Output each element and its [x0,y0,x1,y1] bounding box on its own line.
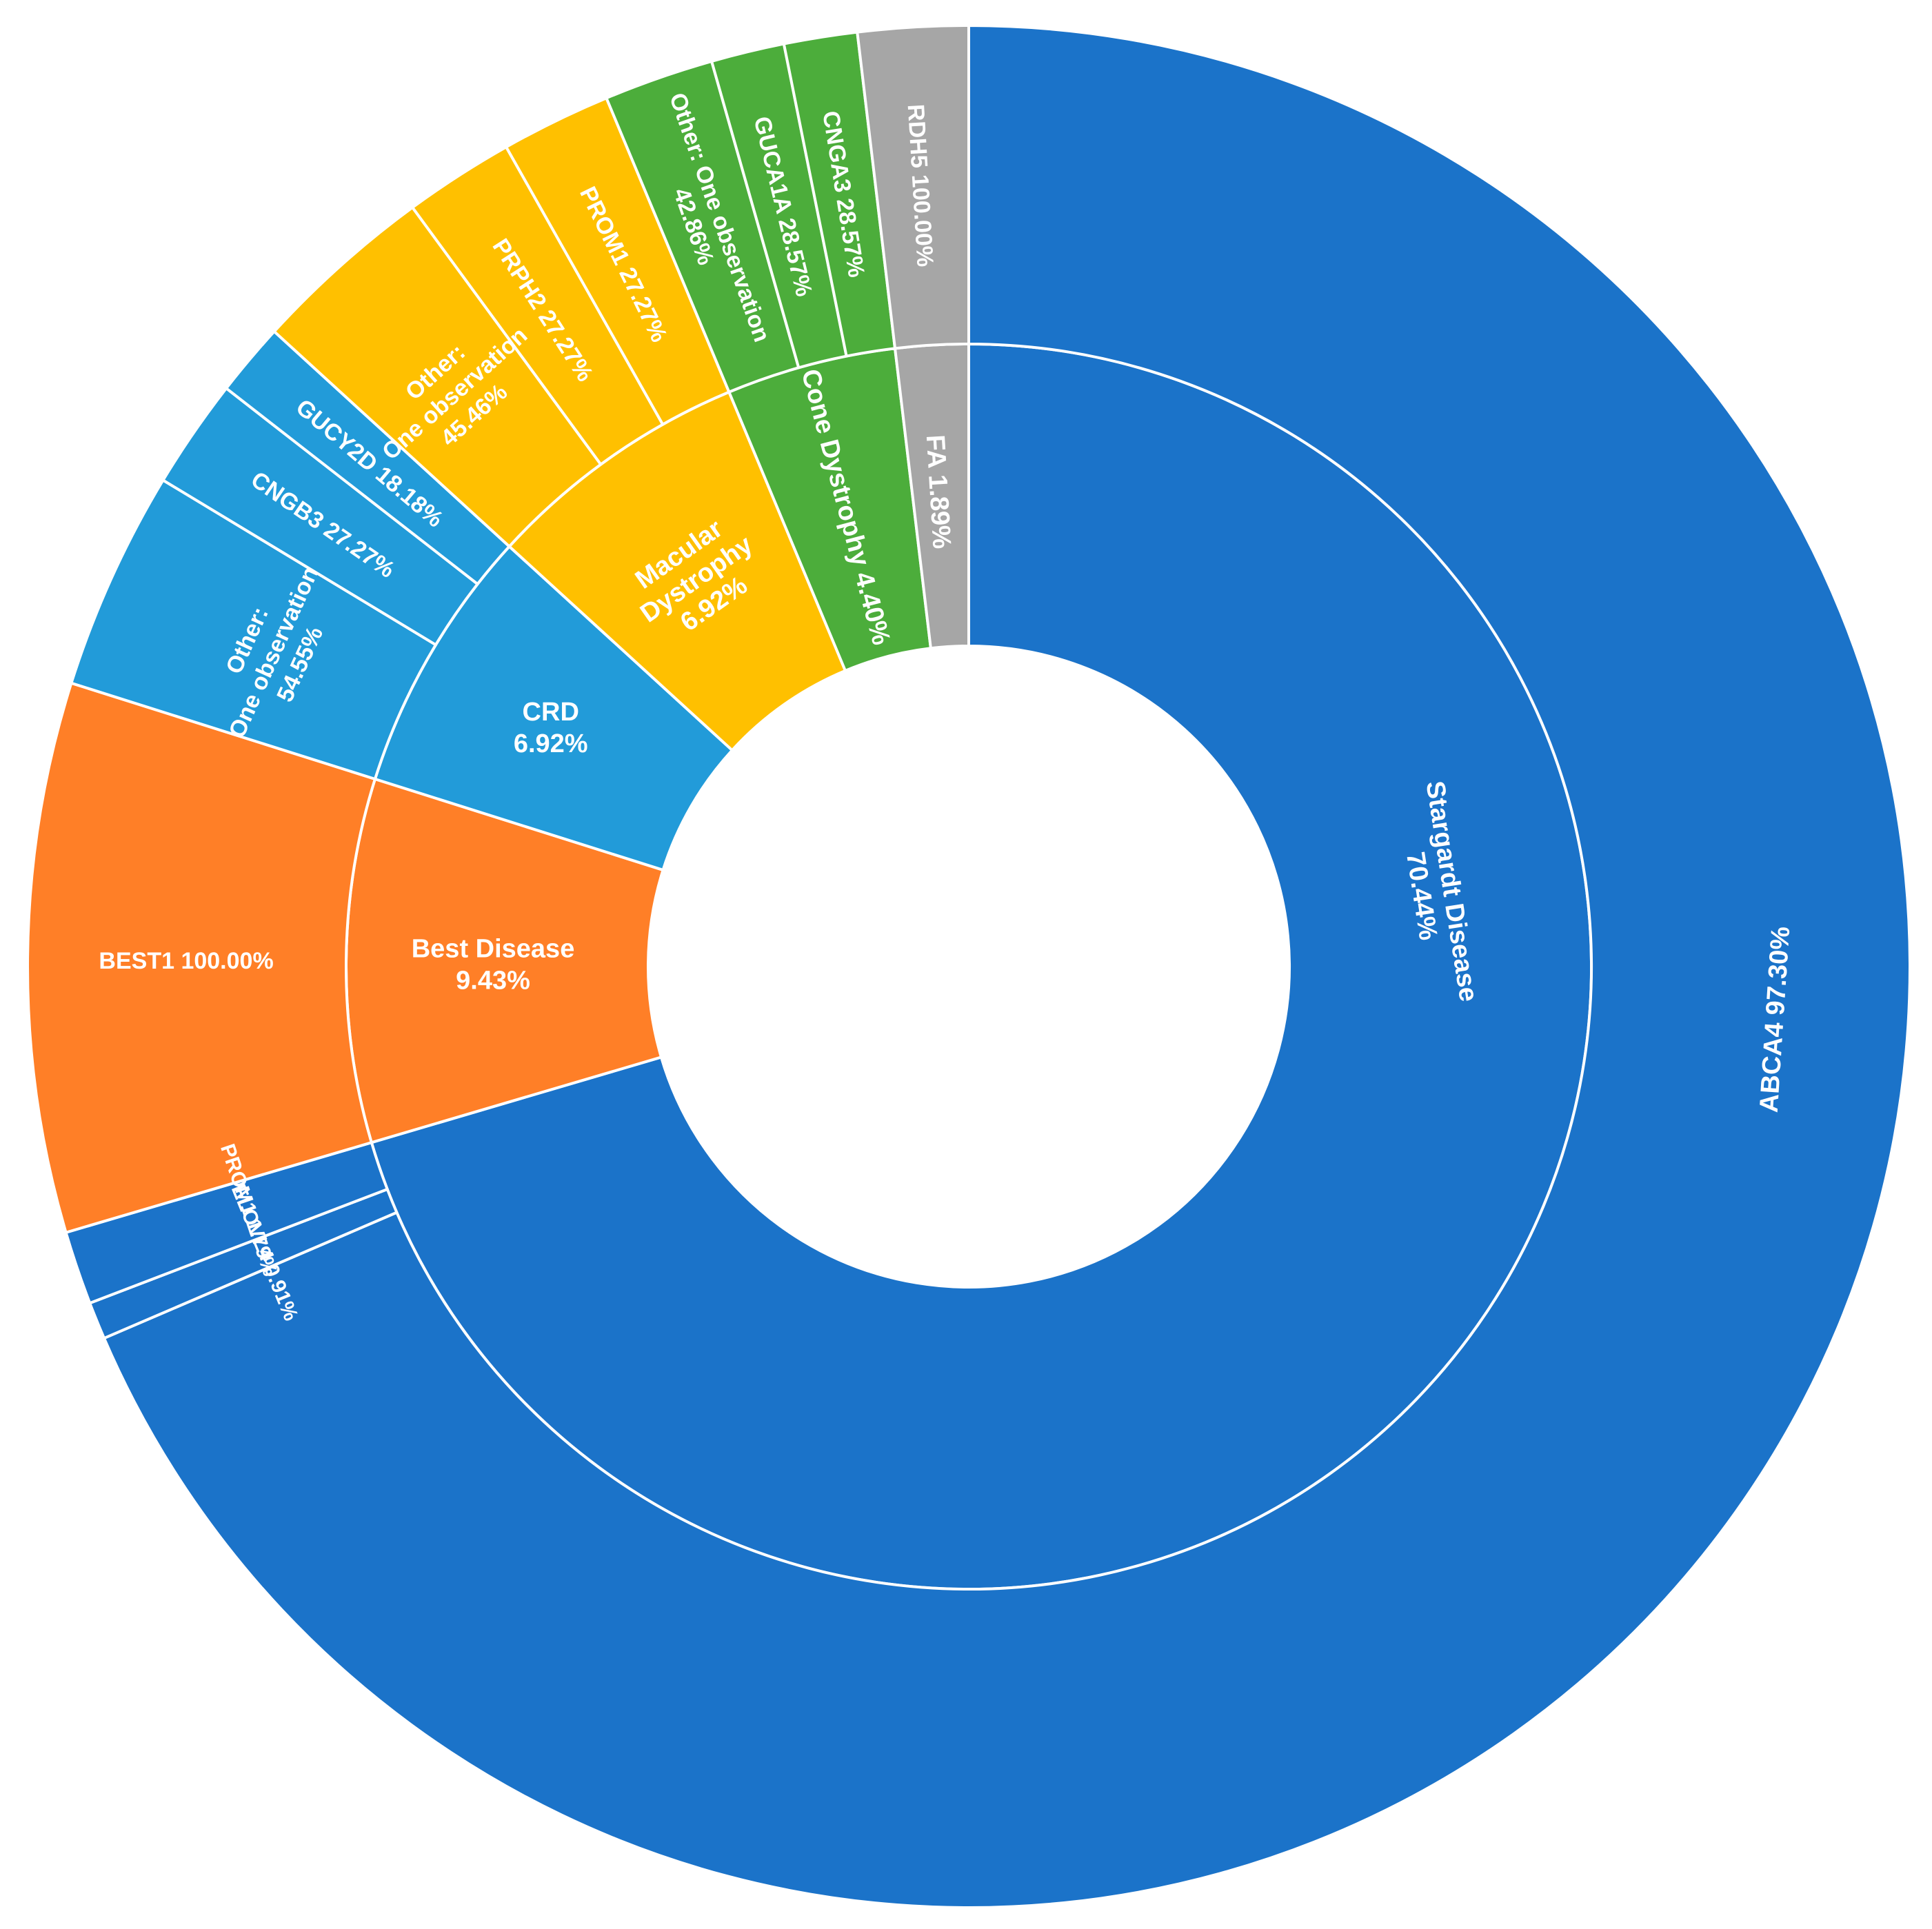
inner-slice-best-disease-label: Best Disease 9.43% [412,934,575,995]
inner-slice-fa-label: FA 1.89% [920,434,956,550]
outer-slice-fa-rdh5 [856,24,970,350]
outer-slice-best-disease-best1 [26,681,376,1234]
wedges-layer [26,24,1911,1909]
outer-slice-stargardt-disease-abca4 [102,24,1911,1909]
inner-slice-crd-label: CRD 6.92% [514,698,588,758]
outer-slice-best-disease-best1-label: BEST1 100.00% [99,948,273,974]
